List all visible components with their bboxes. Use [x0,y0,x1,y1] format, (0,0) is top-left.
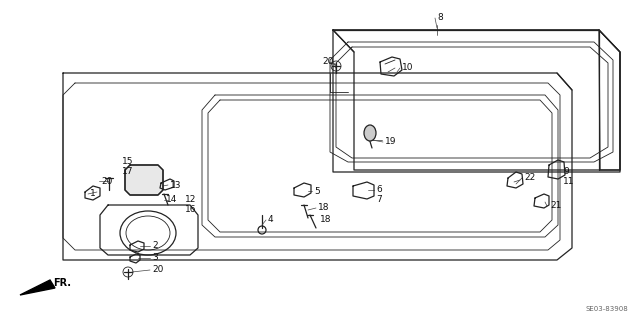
Polygon shape [125,165,163,195]
Text: 14: 14 [166,196,177,204]
Text: 7: 7 [376,196,381,204]
Text: 22: 22 [524,174,535,182]
Text: 20: 20 [322,57,333,66]
Text: 9: 9 [563,167,569,175]
Text: 11: 11 [563,177,575,187]
Text: 18: 18 [318,204,330,212]
Text: 8: 8 [437,13,443,23]
Text: 20: 20 [101,176,113,186]
Text: 2: 2 [152,241,157,250]
Text: 5: 5 [314,187,320,196]
Text: 10: 10 [402,63,413,72]
Text: 1: 1 [90,189,96,198]
Text: 6: 6 [376,186,381,195]
Text: SE03-83908: SE03-83908 [585,306,628,312]
Text: 15: 15 [122,158,134,167]
Text: 17: 17 [122,167,134,176]
Ellipse shape [364,125,376,141]
Text: 4: 4 [268,216,274,225]
Text: 16: 16 [185,205,196,214]
Text: 13: 13 [170,181,182,189]
Text: FR.: FR. [53,278,71,288]
Polygon shape [20,280,55,295]
Text: 12: 12 [185,196,196,204]
Text: 21: 21 [550,202,561,211]
Text: 18: 18 [320,216,332,225]
Text: 19: 19 [385,137,397,146]
Text: 20: 20 [152,265,163,275]
Text: 3: 3 [152,254,157,263]
